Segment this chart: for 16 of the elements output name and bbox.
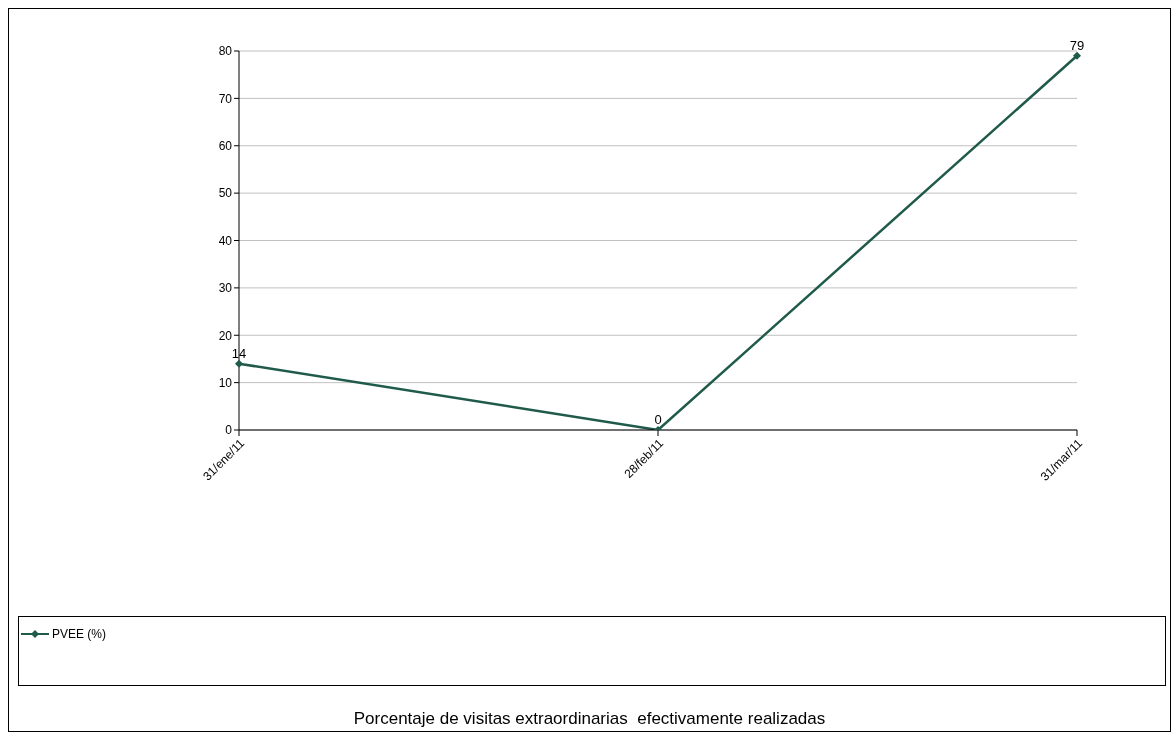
y-tick-label: 0 [225, 423, 233, 438]
text: Porcentaje de visitas extraordinarias efectivamente realizadas [352, 709, 827, 729]
legend-label: PVEE (%) [52, 627, 107, 641]
y-tick-label: 70 [218, 91, 233, 106]
y-tick-label: 50 [218, 186, 233, 201]
y-tick-label: 80 [218, 44, 233, 59]
y-tick-label: 10 [218, 375, 233, 390]
y-tick-label: 30 [218, 281, 233, 296]
y-tick-label: 40 [218, 233, 233, 248]
data-label: 14 [231, 345, 247, 361]
point [235, 359, 243, 368]
y-tick-label: 60 [218, 139, 233, 154]
data-label: 79 [1069, 37, 1085, 53]
point [1073, 51, 1081, 60]
data-label: 0 [654, 412, 662, 427]
y-tick-label: 20 [218, 328, 233, 343]
